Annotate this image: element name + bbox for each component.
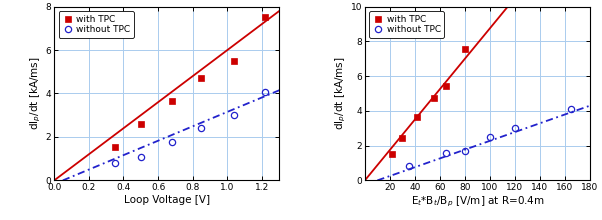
without TPC <box>262 91 269 94</box>
Text: (b): (b) <box>371 12 388 25</box>
without TPC <box>111 161 119 164</box>
with TPC <box>442 84 450 87</box>
Y-axis label: dI$_{p}$/dt [kA/ms]: dI$_{p}$/dt [kA/ms] <box>334 57 348 130</box>
with TPC <box>137 123 144 125</box>
without TPC <box>568 108 575 110</box>
Legend: with TPC, without TPC: with TPC, without TPC <box>58 11 134 38</box>
with TPC <box>399 136 406 139</box>
with TPC <box>198 77 205 80</box>
without TPC <box>461 149 468 152</box>
without TPC <box>486 136 494 138</box>
Line: without TPC: without TPC <box>406 106 574 169</box>
without TPC <box>442 151 450 154</box>
Line: without TPC: without TPC <box>111 89 268 166</box>
Line: with TPC: with TPC <box>111 14 268 150</box>
with TPC <box>262 16 269 19</box>
without TPC <box>511 127 518 130</box>
without TPC <box>169 141 176 144</box>
without TPC <box>405 165 412 167</box>
with TPC <box>111 145 119 148</box>
Line: with TPC: with TPC <box>389 46 468 157</box>
with TPC <box>430 97 437 100</box>
without TPC <box>137 156 144 158</box>
with TPC <box>169 100 176 103</box>
with TPC <box>389 153 396 155</box>
without TPC <box>231 114 238 117</box>
with TPC <box>461 48 468 51</box>
Legend: with TPC, without TPC: with TPC, without TPC <box>370 11 444 38</box>
without TPC <box>198 126 205 129</box>
with TPC <box>231 60 238 62</box>
Y-axis label: dI$_{p}$/dt [kA/ms]: dI$_{p}$/dt [kA/ms] <box>28 57 43 130</box>
X-axis label: Loop Voltage [V]: Loop Voltage [V] <box>123 195 210 205</box>
with TPC <box>414 116 421 118</box>
Text: (a): (a) <box>61 12 78 25</box>
X-axis label: E$_{t}$*B$_{t}$/B$_{p}$ [V/m] at R=0.4m: E$_{t}$*B$_{t}$/B$_{p}$ [V/m] at R=0.4m <box>411 195 544 209</box>
